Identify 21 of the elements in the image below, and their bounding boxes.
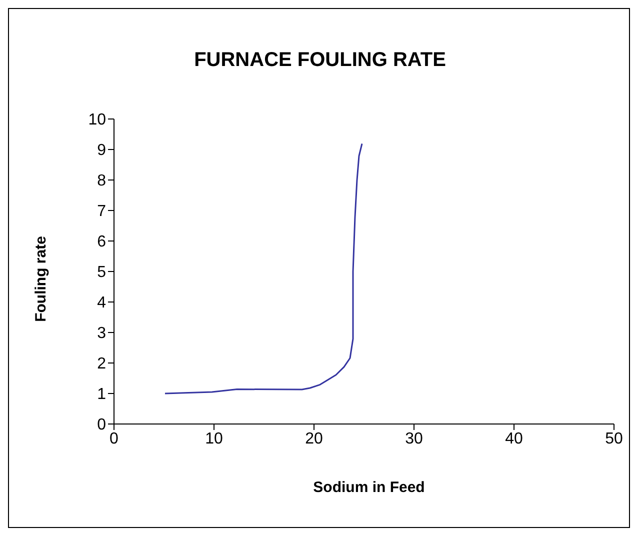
y-tick-label: 5 [97,264,106,282]
y-tick-label: 2 [97,356,106,373]
x-tick-label: 20 [305,430,323,448]
x-tick-label: 50 [605,430,623,448]
y-tick-label: 10 [88,112,106,129]
y-tick-label: 3 [97,325,106,342]
y-tick-label: 0 [97,416,106,434]
x-tick-label: 10 [205,430,223,448]
x-axis-title: Sodium in Feed [312,479,426,496]
y-axis-title: Fouling rate [32,236,50,322]
chart-title: FURNACE FOULING RATE [193,49,447,72]
y-tick-label: 8 [97,172,106,190]
x-tick-label: 0 [110,430,119,448]
y-tick-label: 6 [97,234,106,251]
y-tick-label: 1 [97,386,106,404]
y-tick-label: 4 [97,294,106,312]
line-series [164,142,363,394]
y-tick-label: 7 [97,203,106,220]
x-tick-label: 40 [505,430,523,448]
x-tick-label: 30 [405,430,423,448]
y-tick-label: 9 [97,142,106,160]
